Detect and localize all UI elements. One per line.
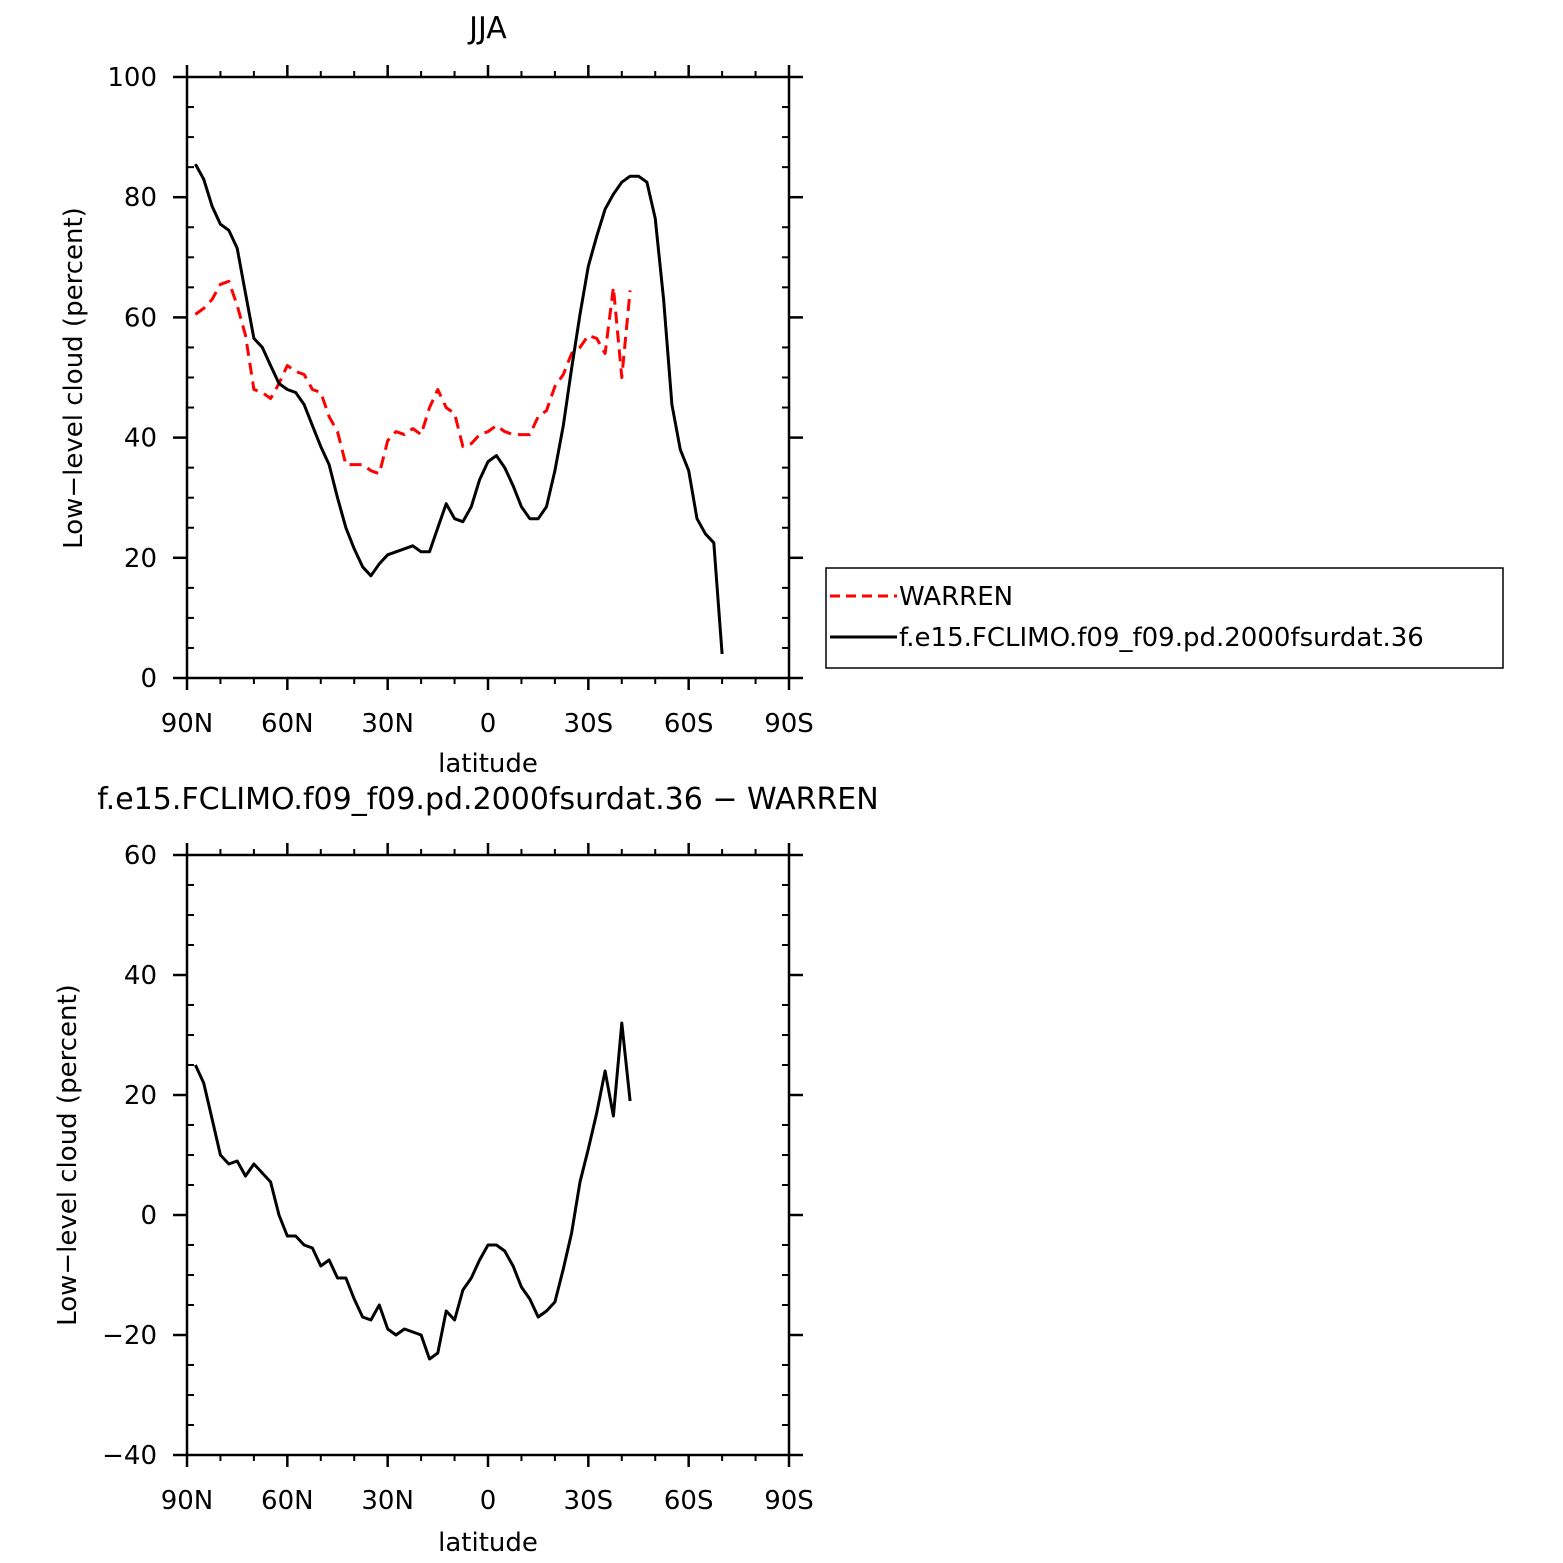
legend: WARREN f.e15.FCLIMO.f09_f09.pd.2000fsurd…	[825, 567, 1504, 669]
bottom-x-axis-title: latitude	[438, 1528, 538, 1558]
y-tick-label: 0	[140, 664, 157, 694]
top-ticks	[173, 65, 803, 690]
y-tick-label: 20	[124, 1081, 157, 1111]
top-series-lines	[194, 163, 724, 655]
x-tick-label: 30N	[361, 709, 414, 739]
x-tick-label: 60S	[664, 709, 714, 739]
bottom-y-axis-title: Low−level cloud (percent)	[53, 984, 83, 1326]
y-tick-label: 20	[124, 544, 157, 574]
bottom-x-tick-labels: 90N 60N 30N 0 30S 60S 90S	[161, 1486, 814, 1516]
top-chart-title: JJA	[467, 11, 507, 46]
y-tick-label: 80	[124, 183, 157, 213]
bottom-ticks	[173, 843, 803, 1467]
x-tick-label: 0	[480, 709, 497, 739]
x-tick-label: 0	[480, 1486, 497, 1516]
top-y-axis-title: Low−level cloud (percent)	[59, 207, 89, 549]
series-line-0-1	[194, 163, 724, 655]
top-y-tick-labels: 0 20 40 60 80 100	[107, 63, 157, 694]
x-tick-label: 30N	[361, 1486, 414, 1516]
legend-box	[825, 567, 1504, 669]
x-tick-label: 90N	[161, 709, 214, 739]
top-panel: JJA 90N 60N 30N 0 30S 60S 90S 0 20 40 60 80 100 lat…	[59, 11, 1504, 779]
y-tick-label: 40	[124, 424, 157, 454]
bottom-chart-title: f.e15.FCLIMO.f09_f09.pd.2000fsurdat.36 −…	[97, 782, 878, 817]
x-tick-label: 90S	[764, 709, 814, 739]
bottom-series-lines	[194, 1021, 632, 1361]
x-tick-label: 60S	[664, 1486, 714, 1516]
x-tick-label: 90N	[161, 1486, 214, 1516]
legend-label-model: f.e15.FCLIMO.f09_f09.pd.2000fsurdat.36	[899, 623, 1424, 653]
series-line-0-0	[194, 279, 632, 476]
y-tick-label: −20	[102, 1321, 157, 1351]
bottom-y-tick-labels: −40 −20 0 20 40 60	[102, 841, 157, 1471]
legend-label-warren: WARREN	[899, 582, 1013, 612]
y-tick-label: 40	[124, 961, 157, 991]
x-tick-label: 90S	[764, 1486, 814, 1516]
y-tick-label: 0	[140, 1201, 157, 1231]
y-tick-label: 60	[124, 841, 157, 871]
x-tick-label: 60N	[261, 709, 314, 739]
y-tick-label: 60	[124, 303, 157, 333]
series-line-1-0	[194, 1021, 632, 1361]
x-tick-label: 30S	[564, 1486, 614, 1516]
bottom-panel: f.e15.FCLIMO.f09_f09.pd.2000fsurdat.36 −…	[53, 782, 879, 1558]
top-x-tick-labels: 90N 60N 30N 0 30S 60S 90S	[161, 709, 814, 739]
bottom-plot-frame	[185, 853, 791, 1457]
top-x-axis-title: latitude	[438, 749, 538, 779]
x-tick-label: 30S	[564, 709, 614, 739]
x-tick-label: 60N	[261, 1486, 314, 1516]
y-tick-label: −40	[102, 1441, 157, 1471]
y-tick-label: 100	[107, 63, 157, 93]
